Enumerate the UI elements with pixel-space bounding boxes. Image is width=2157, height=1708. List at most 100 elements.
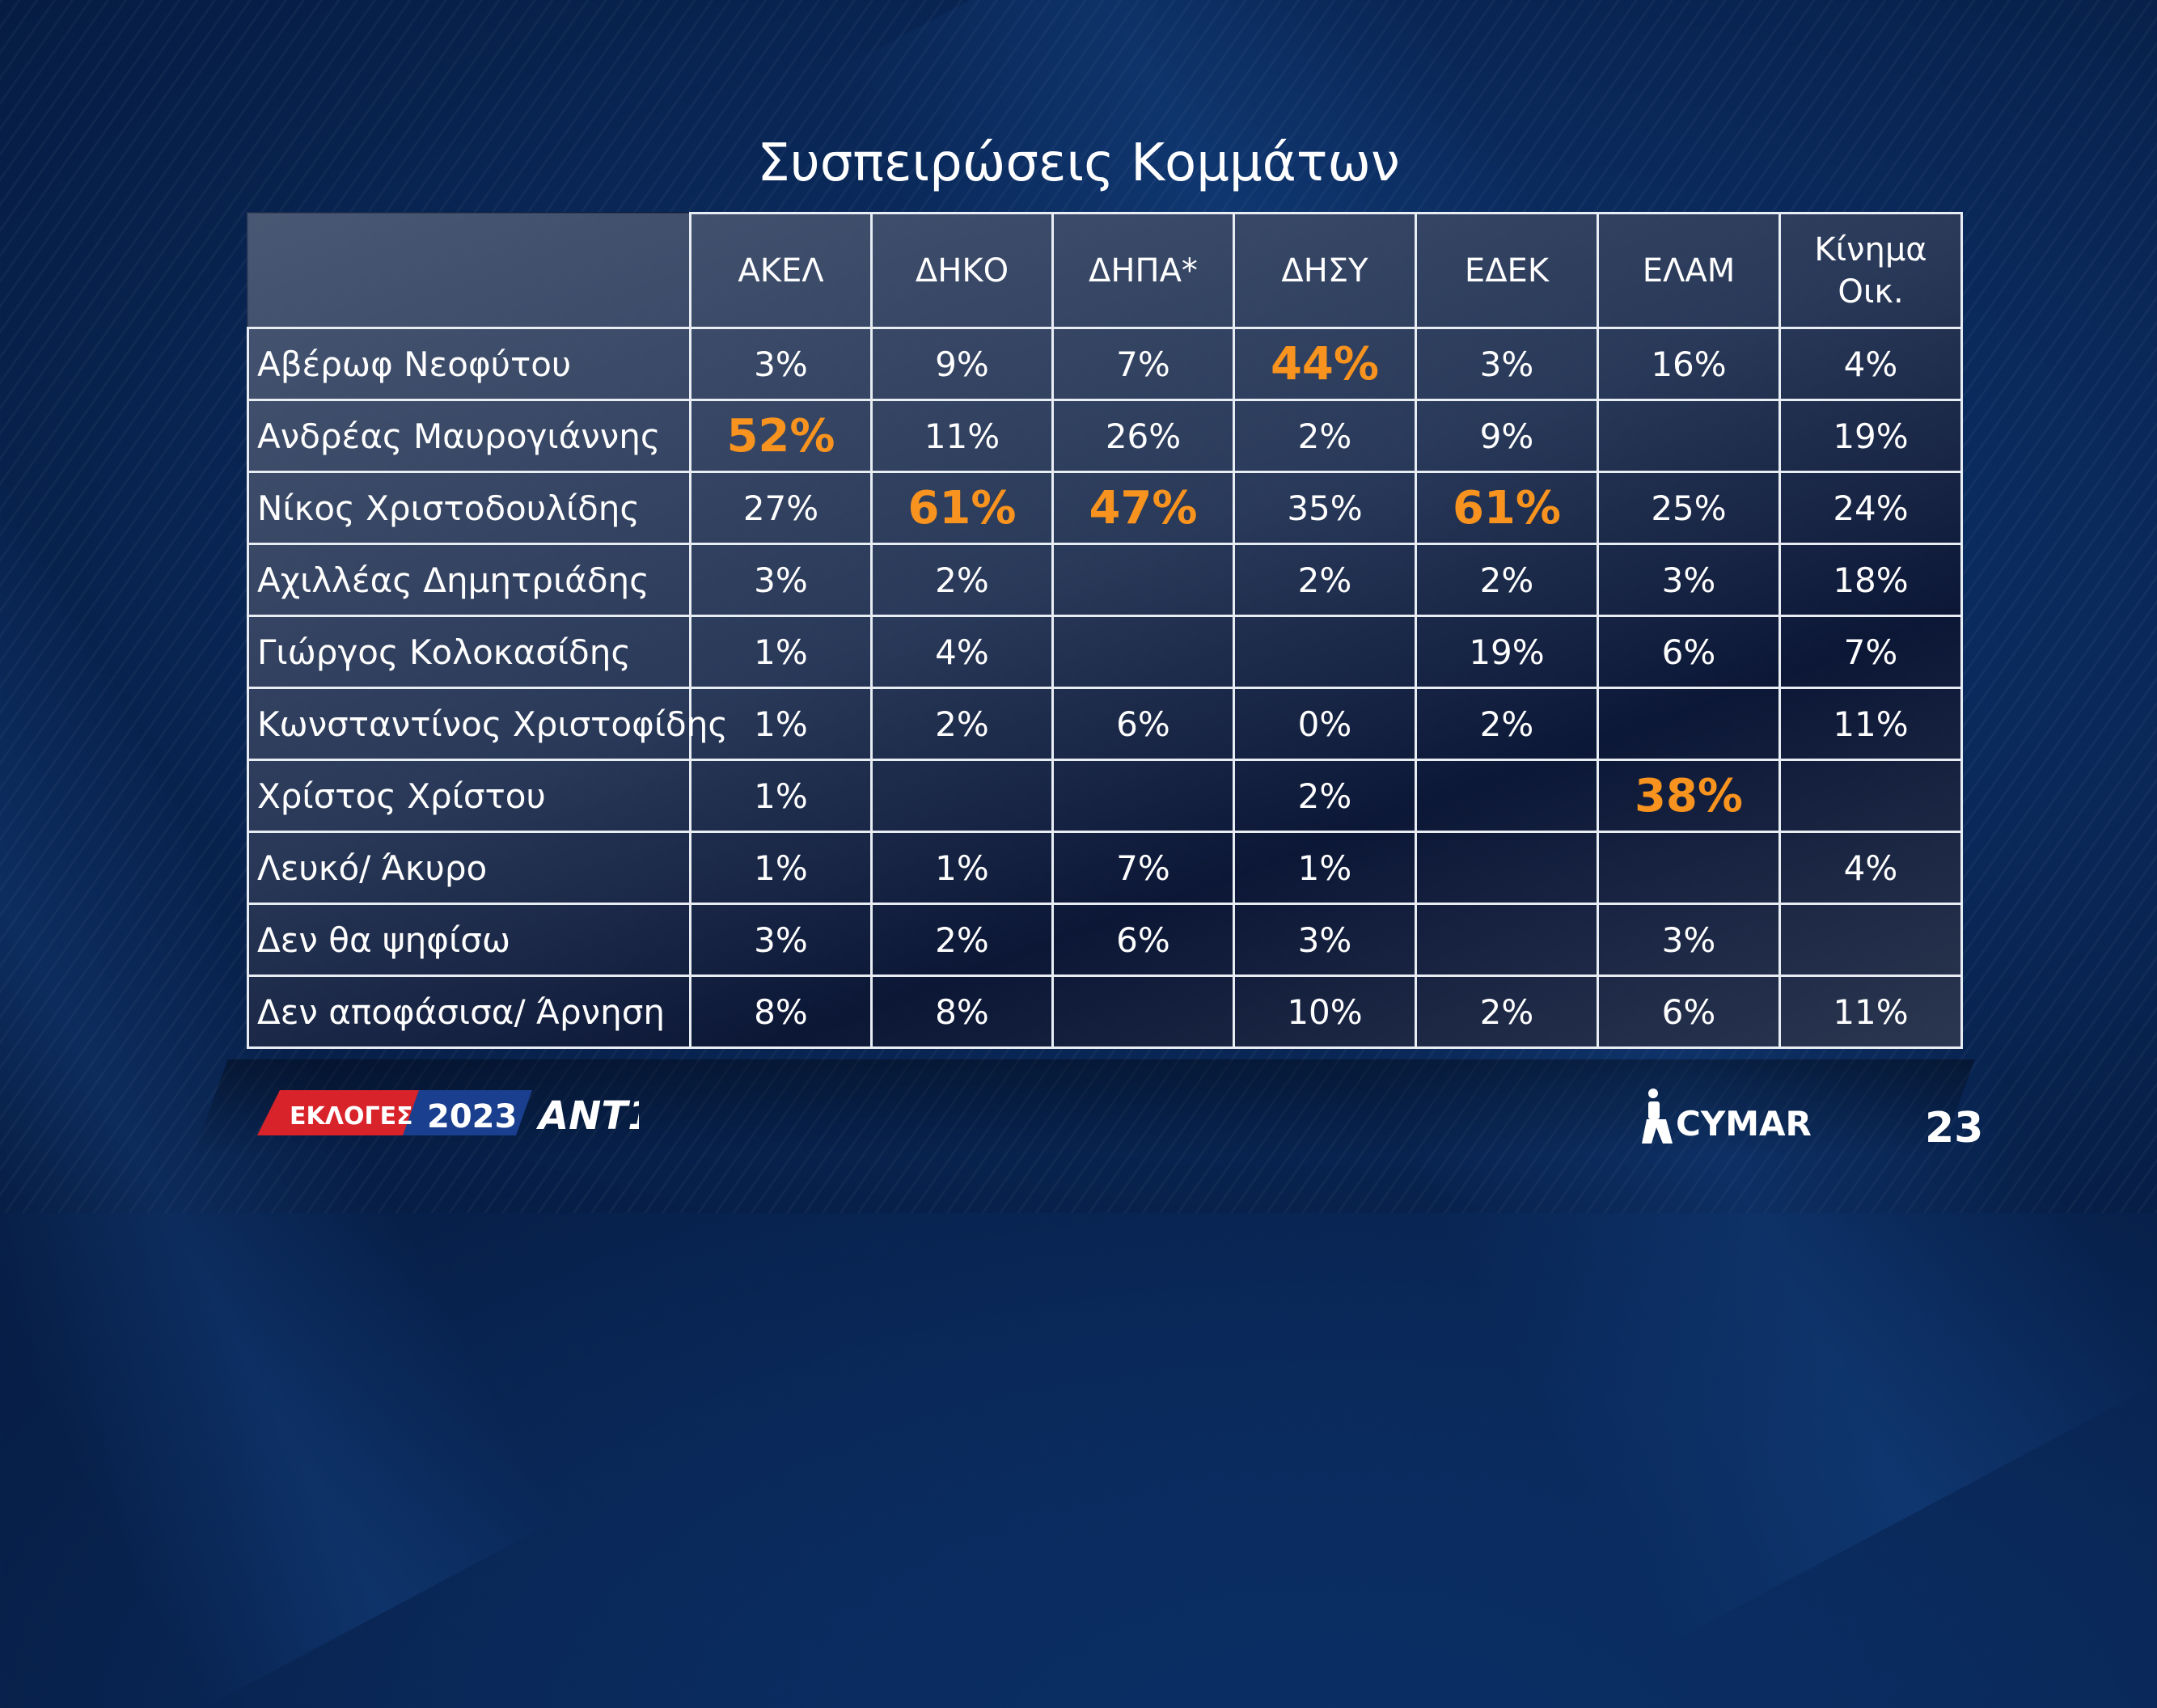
- pollster-name: CYMAR: [1676, 1104, 1812, 1144]
- cymar-logo: CYMAR: [1642, 1089, 1812, 1144]
- value-cell: 19%: [1415, 615, 1599, 689]
- column-header-label: Οικ.: [1838, 273, 1904, 311]
- page-title: Συσπειρώσεις Κομμάτων: [757, 133, 1400, 193]
- value-cell: 1%: [689, 687, 873, 761]
- elections-2023-logo: ΕΚΛΟΓΕΣ 2023 ANT1: [257, 1090, 639, 1139]
- value-cell: [1415, 831, 1599, 905]
- value-cell: 2%: [870, 687, 1054, 761]
- value-cell: 8%: [689, 974, 873, 1049]
- value-cell: 16%: [1597, 327, 1781, 401]
- table-row: Αβέρωφ Νεοφύτου 3% 9% 7% 44% 3% 16% 4%: [247, 327, 1963, 401]
- table-row: Αχιλλέας Δημητριάδης 3% 2% 2% 2% 3% 18%: [247, 543, 1963, 617]
- row-label: Δεν αποφάσισα/ Άρνηση: [247, 974, 692, 1049]
- value-cell: 2%: [1233, 543, 1417, 617]
- value-cell: 27%: [689, 471, 873, 545]
- highlighted-value-cell: 52%: [689, 399, 873, 473]
- row-label: Λευκό/ Άκυρο: [247, 831, 692, 905]
- column-header: ΔΗΣΥ: [1233, 212, 1417, 329]
- value-cell: 3%: [689, 903, 873, 977]
- elections-year: 2023: [427, 1098, 517, 1135]
- row-label: Γιώργος Κολοκασίδης: [247, 615, 692, 689]
- value-cell: 2%: [1415, 974, 1599, 1049]
- row-label: Νίκος Χριστοδουλίδης: [247, 471, 692, 545]
- table-row: Δεν αποφάσισα/ Άρνηση 8% 8% 10% 2% 6% 11%: [247, 974, 1963, 1049]
- value-cell: 18%: [1778, 543, 1963, 617]
- value-cell: 25%: [1597, 471, 1781, 545]
- value-cell: 2%: [1415, 687, 1599, 761]
- value-cell: [1778, 759, 1963, 833]
- column-header-label: Κίνημα: [1814, 230, 1927, 268]
- value-cell: 10%: [1233, 974, 1417, 1049]
- value-cell: [1051, 543, 1235, 617]
- column-header: ΑΚΕΛ: [689, 212, 873, 329]
- value-cell: 2%: [1233, 759, 1417, 833]
- value-cell: 2%: [1233, 399, 1417, 473]
- value-cell: 9%: [1415, 399, 1599, 473]
- value-cell: 3%: [1233, 903, 1417, 977]
- value-cell: 11%: [1778, 687, 1963, 761]
- value-cell: 6%: [1051, 687, 1235, 761]
- value-cell: 4%: [870, 615, 1054, 689]
- value-cell: [1051, 759, 1235, 833]
- row-label: Κωνσταντίνος Χριστοφίδης: [247, 687, 728, 761]
- value-cell: 1%: [870, 831, 1054, 905]
- value-cell: [1778, 903, 1963, 977]
- row-label: Χρίστος Χρίστου: [247, 759, 692, 833]
- value-cell: 6%: [1051, 903, 1235, 977]
- value-cell: 4%: [1778, 327, 1963, 401]
- value-cell: 6%: [1597, 615, 1781, 689]
- page-number: 23: [1925, 1104, 1984, 1152]
- table-row: Λευκό/ Άκυρο 1% 1% 7% 1% 4%: [247, 831, 1963, 905]
- value-cell: 2%: [870, 543, 1054, 617]
- value-cell: [870, 759, 1054, 833]
- value-cell: 26%: [1051, 399, 1235, 473]
- row-label: Δεν θα ψηφίσω: [247, 903, 692, 977]
- value-cell: [1415, 903, 1599, 977]
- poll-table: ΑΚΕΛ ΔΗΚΟ ΔΗΠΑ* ΔΗΣΥ ΕΔΕΚ ΕΛΑΜ Κίνημα Οικ. Αβέρ…: [247, 212, 1963, 1049]
- elections-label: ΕΚΛΟΓΕΣ: [290, 1102, 413, 1131]
- column-header: Κίνημα Οικ.: [1778, 212, 1963, 329]
- table-row: Γιώργος Κολοκασίδης 1% 4% 19% 6% 7%: [247, 615, 1963, 689]
- table-row: Χρίστος Χρίστου 1% 2% 38%: [247, 759, 1963, 833]
- value-cell: 6%: [1597, 974, 1781, 1049]
- column-header: ΔΗΠΑ*: [1051, 212, 1235, 329]
- column-header-label: ΔΗΣΥ: [1281, 252, 1368, 290]
- column-header-label: ΔΗΠΑ*: [1089, 252, 1198, 290]
- table-row: Ανδρέας Μαυρογιάννης 52% 11% 26% 2% 9% 19%: [247, 399, 1963, 473]
- value-cell: [1597, 687, 1781, 761]
- highlighted-value-cell: 61%: [870, 471, 1054, 545]
- column-header: ΕΛΑΜ: [1597, 212, 1781, 329]
- column-header-label: ΑΚΕΛ: [738, 252, 824, 290]
- column-header-label: ΔΗΚΟ: [915, 252, 1009, 290]
- value-cell: 35%: [1233, 471, 1417, 545]
- value-cell: 2%: [1415, 543, 1599, 617]
- value-cell: 3%: [1597, 903, 1781, 977]
- value-cell: 8%: [870, 974, 1054, 1049]
- highlighted-value-cell: 61%: [1415, 471, 1599, 545]
- value-cell: 3%: [689, 327, 873, 401]
- cymar-figure-icon: [1642, 1089, 1673, 1144]
- column-header-label: ΕΛΑΜ: [1642, 252, 1736, 290]
- value-cell: 1%: [1233, 831, 1417, 905]
- value-cell: [1051, 974, 1235, 1049]
- value-cell: [1415, 759, 1599, 833]
- row-label: Αβέρωφ Νεοφύτου: [247, 327, 692, 401]
- row-label: Ανδρέας Μαυρογιάννης: [247, 399, 692, 473]
- channel-logo: ANT1: [535, 1093, 639, 1139]
- table-row: Δεν θα ψηφίσω 3% 2% 6% 3% 3%: [247, 903, 1963, 977]
- value-cell: 3%: [689, 543, 873, 617]
- value-cell: 7%: [1778, 615, 1963, 689]
- table-row: Νίκος Χριστοδουλίδης 27% 61% 47% 35% 61% 25% 24…: [247, 471, 1963, 545]
- elections-banner-red: [257, 1090, 435, 1135]
- value-cell: 1%: [689, 831, 873, 905]
- value-cell: [1051, 615, 1235, 689]
- highlighted-value-cell: 47%: [1051, 471, 1235, 545]
- value-cell: [1597, 831, 1781, 905]
- value-cell: 7%: [1051, 327, 1235, 401]
- highlighted-value-cell: 38%: [1597, 759, 1781, 833]
- value-cell: 24%: [1778, 471, 1963, 545]
- elections-banner-blue: [403, 1090, 532, 1135]
- value-cell: 19%: [1778, 399, 1963, 473]
- column-header: ΕΔΕΚ: [1415, 212, 1599, 329]
- row-label: Αχιλλέας Δημητριάδης: [247, 543, 692, 617]
